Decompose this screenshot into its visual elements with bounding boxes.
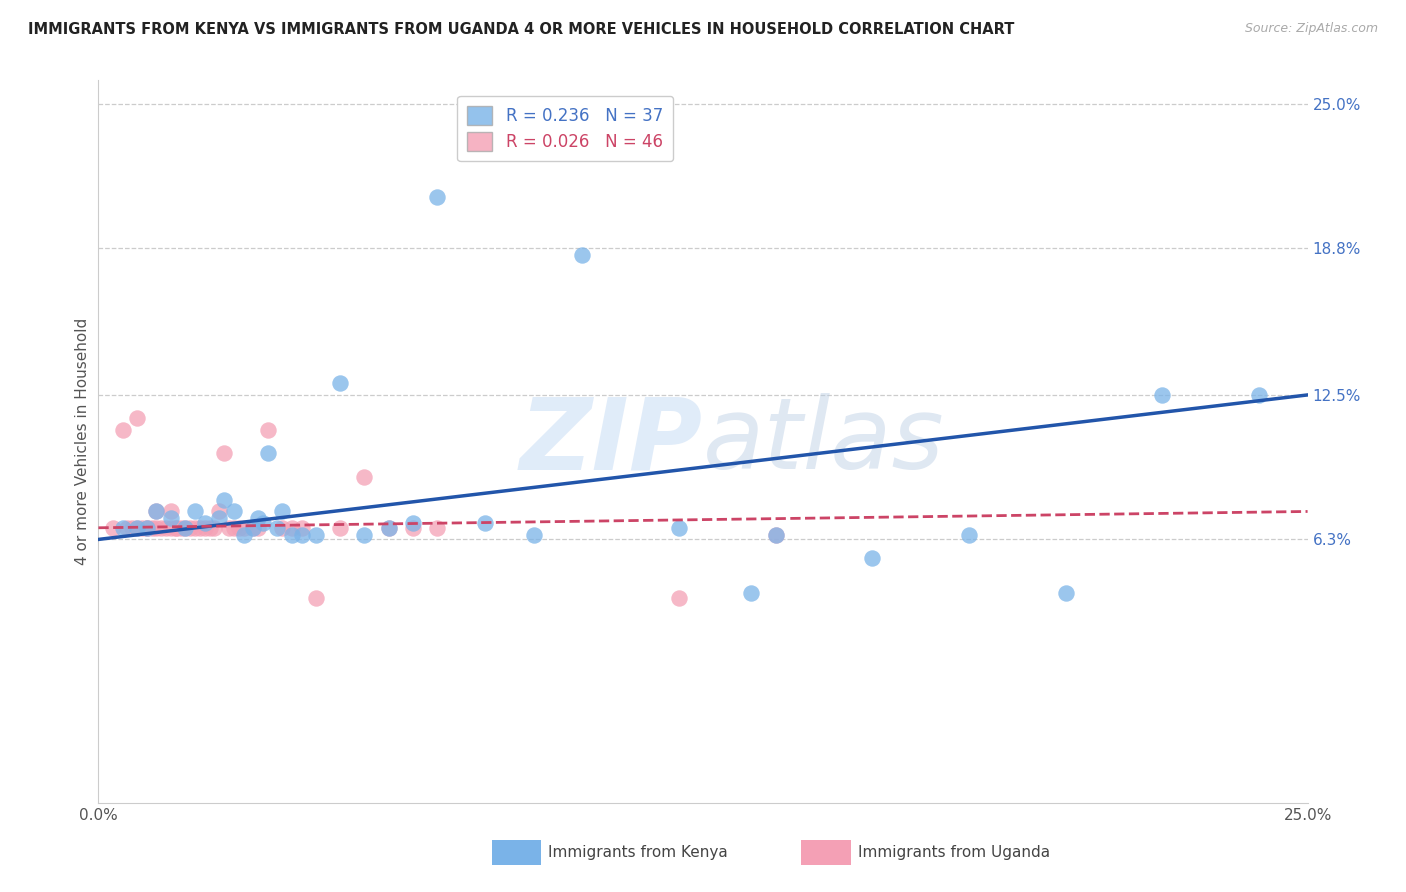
Point <box>281 528 304 542</box>
Point <box>271 504 294 518</box>
Point <box>271 521 294 535</box>
Point <box>305 528 328 542</box>
Point <box>135 521 157 535</box>
Point <box>194 516 217 530</box>
Point <box>169 521 191 535</box>
Point <box>571 248 593 262</box>
Point <box>523 528 546 542</box>
Point <box>208 511 231 525</box>
Point <box>1054 586 1077 600</box>
Point <box>426 190 449 204</box>
Point <box>281 521 304 535</box>
Point <box>212 492 235 507</box>
Point <box>184 521 207 535</box>
Point <box>127 521 149 535</box>
Point <box>150 521 173 535</box>
Point <box>402 516 425 530</box>
Legend: R = 0.236   N = 37, R = 0.026   N = 46: R = 0.236 N = 37, R = 0.026 N = 46 <box>457 95 673 161</box>
Point <box>426 521 449 535</box>
Point <box>135 521 157 535</box>
Point <box>329 521 352 535</box>
Text: Immigrants from Uganda: Immigrants from Uganda <box>858 846 1050 860</box>
Point <box>242 521 264 535</box>
Point <box>111 423 134 437</box>
Point <box>228 521 250 535</box>
Point <box>165 521 187 535</box>
Point <box>1152 388 1174 402</box>
Point <box>160 521 183 535</box>
Point <box>668 591 690 605</box>
Point <box>141 521 163 535</box>
Point <box>242 521 264 535</box>
Point <box>127 411 149 425</box>
Point <box>222 521 245 535</box>
Point <box>198 521 221 535</box>
Text: Immigrants from Kenya: Immigrants from Kenya <box>548 846 728 860</box>
Point <box>668 521 690 535</box>
Point <box>266 521 288 535</box>
Point <box>212 446 235 460</box>
Text: IMMIGRANTS FROM KENYA VS IMMIGRANTS FROM UGANDA 4 OR MORE VEHICLES IN HOUSEHOLD : IMMIGRANTS FROM KENYA VS IMMIGRANTS FROM… <box>28 22 1015 37</box>
Point <box>353 469 375 483</box>
Point <box>252 516 274 530</box>
Point <box>117 521 139 535</box>
Point <box>860 551 883 566</box>
Text: ZIP: ZIP <box>520 393 703 490</box>
Point <box>765 528 787 542</box>
Point <box>155 521 177 535</box>
Point <box>160 511 183 525</box>
Point <box>208 504 231 518</box>
Point <box>353 528 375 542</box>
Point <box>111 521 134 535</box>
Point <box>131 521 153 535</box>
Point <box>160 504 183 518</box>
Point <box>184 504 207 518</box>
Point <box>1249 388 1271 402</box>
Point <box>765 528 787 542</box>
Point <box>377 521 399 535</box>
Point <box>957 528 980 542</box>
Point <box>101 521 124 535</box>
Point <box>165 521 187 535</box>
Point <box>174 521 197 535</box>
Point <box>256 423 278 437</box>
Point <box>290 521 312 535</box>
Point <box>121 521 143 535</box>
Point <box>474 516 496 530</box>
Point <box>222 504 245 518</box>
Point <box>377 521 399 535</box>
Point <box>232 528 254 542</box>
Point <box>145 504 167 518</box>
Point <box>174 521 197 535</box>
Point <box>329 376 352 391</box>
Point <box>740 586 762 600</box>
Point <box>127 521 149 535</box>
Point <box>247 511 270 525</box>
Point <box>145 521 167 535</box>
Text: Source: ZipAtlas.com: Source: ZipAtlas.com <box>1244 22 1378 36</box>
Point <box>188 521 211 535</box>
Point <box>179 521 201 535</box>
Point <box>135 521 157 535</box>
Point <box>247 521 270 535</box>
Point <box>194 521 217 535</box>
Point <box>145 504 167 518</box>
Point <box>256 446 278 460</box>
Point <box>290 528 312 542</box>
Point <box>218 521 240 535</box>
Point <box>305 591 328 605</box>
Point <box>232 521 254 535</box>
Point <box>204 521 226 535</box>
Y-axis label: 4 or more Vehicles in Household: 4 or more Vehicles in Household <box>75 318 90 566</box>
Text: atlas: atlas <box>703 393 945 490</box>
Point <box>402 521 425 535</box>
